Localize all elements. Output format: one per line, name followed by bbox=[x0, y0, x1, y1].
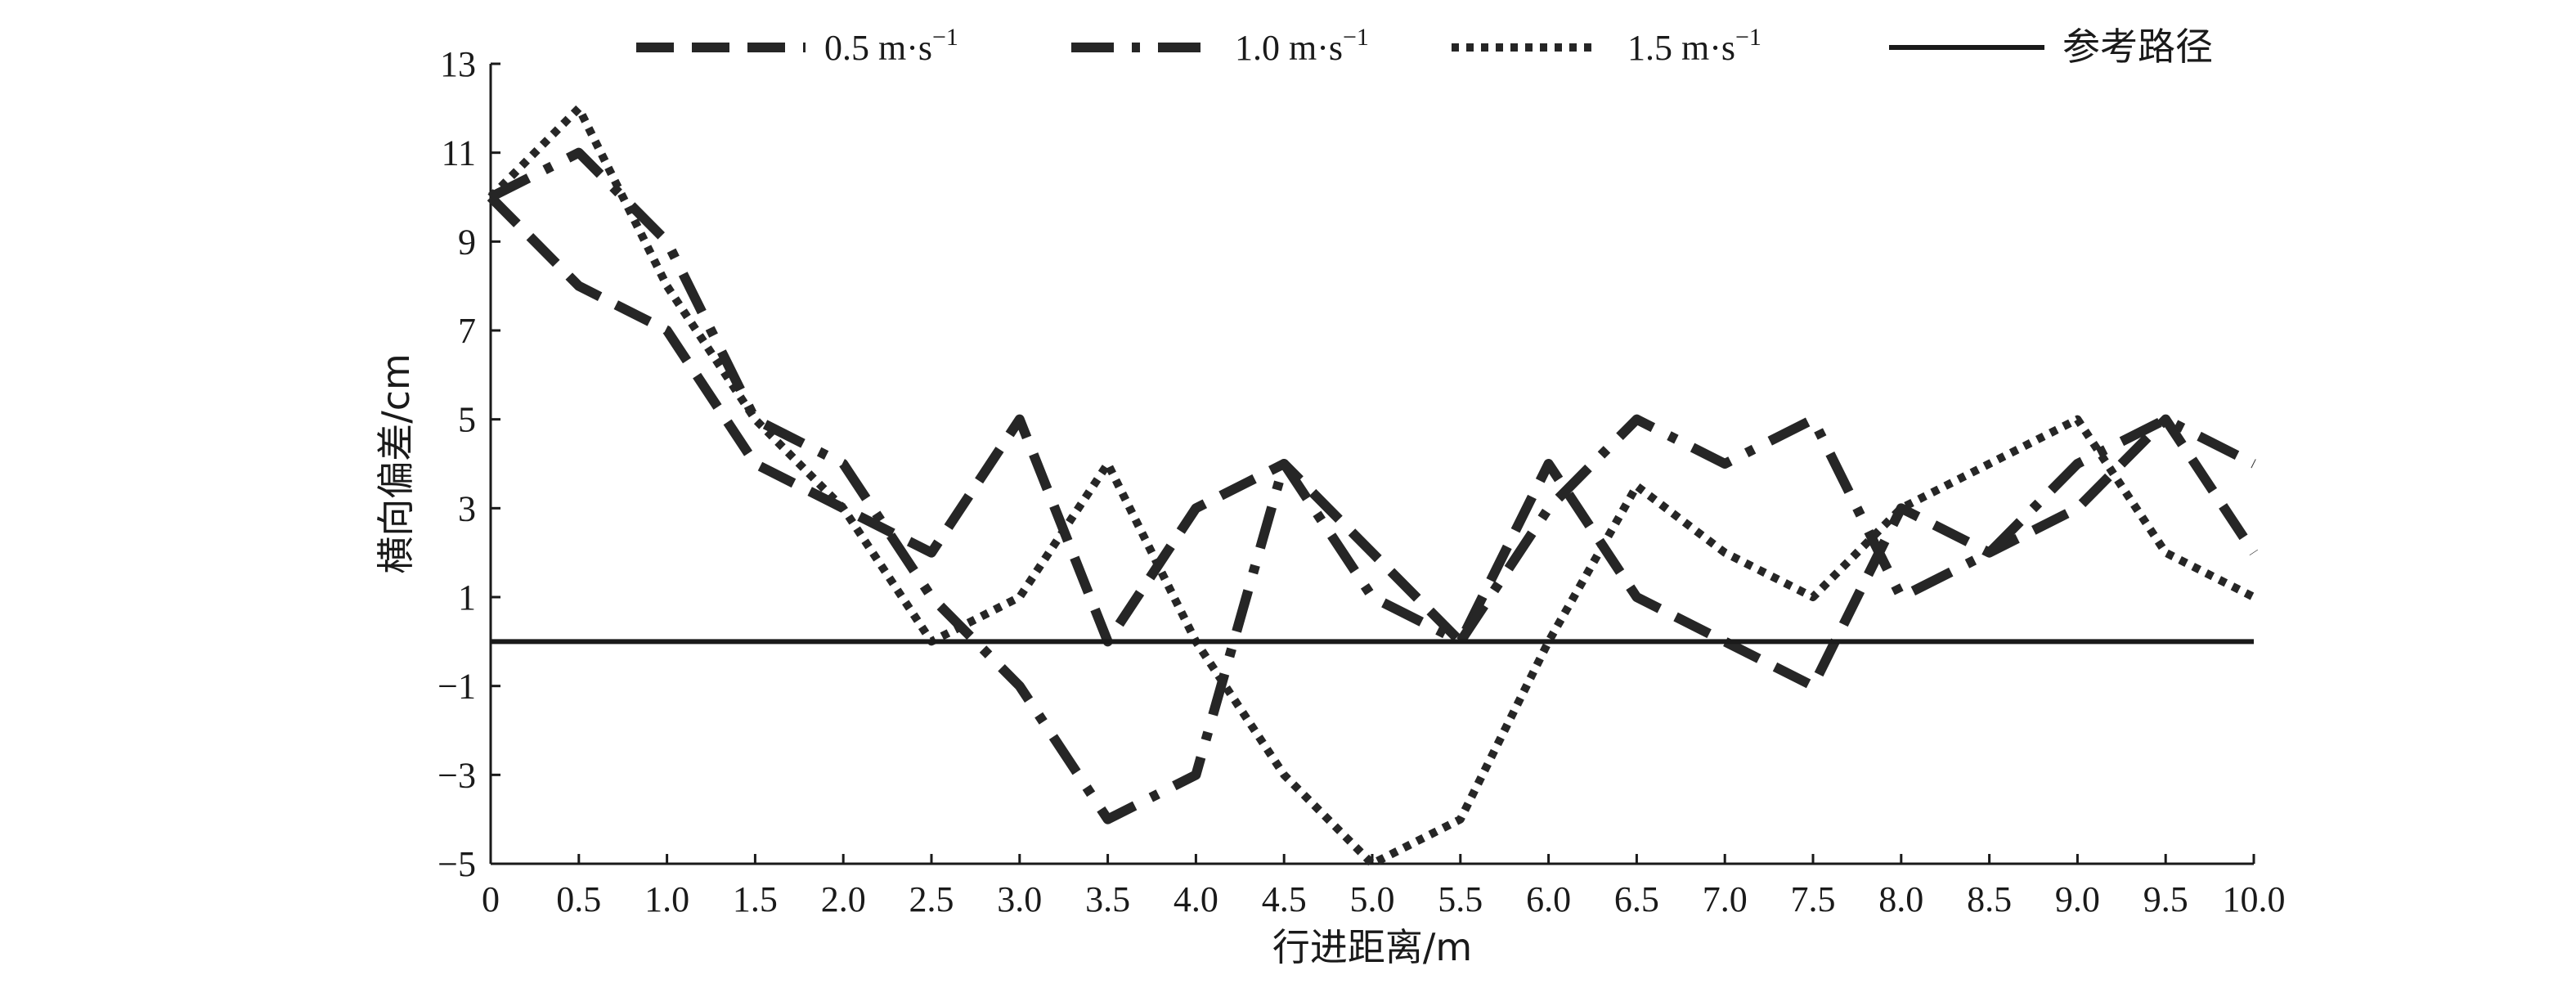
legend-label: 1.0 m·s−1 bbox=[1235, 24, 1369, 68]
y-tick-label: −5 bbox=[438, 844, 476, 884]
x-tick-label: 2.5 bbox=[909, 879, 954, 919]
x-tick-label: 3.0 bbox=[997, 879, 1042, 919]
y-tick-label: 11 bbox=[442, 133, 476, 173]
y-tick-label: 5 bbox=[458, 400, 476, 440]
x-tick-label: 9.0 bbox=[2055, 879, 2100, 919]
series-layer bbox=[487, 104, 2259, 868]
legend-label-superscript: −1 bbox=[1735, 24, 1761, 51]
x-tick-label: 2.0 bbox=[821, 879, 866, 919]
series-line-dashdot bbox=[488, 147, 2256, 825]
x-tick-label: 6.5 bbox=[1614, 879, 1659, 919]
x-tick-label: 10.0 bbox=[2223, 879, 2286, 919]
series-line-dotted bbox=[487, 104, 2256, 868]
x-tick-label: 1.5 bbox=[733, 879, 778, 919]
x-tick-label: 7.5 bbox=[1791, 879, 1836, 919]
y-tick-label: −3 bbox=[438, 755, 476, 795]
x-tick-label: 3.5 bbox=[1085, 879, 1130, 919]
x-tick-label: 4.0 bbox=[1174, 879, 1218, 919]
axes-layer: 0 0.5 1.0 1.5 2.0 2.5 3.0 3.5 4.0 4.5 5.0 5.5 6.0 6.5… bbox=[374, 44, 2286, 969]
legend-label: 1.5 m·s−1 bbox=[1627, 24, 1761, 68]
y-tick-label: 9 bbox=[458, 222, 476, 262]
x-tick-label: 4.5 bbox=[1262, 879, 1307, 919]
x-tick-label: 9.5 bbox=[2143, 879, 2188, 919]
x-tick-label: 0 bbox=[482, 879, 500, 919]
legend-label-superscript: −1 bbox=[932, 24, 958, 51]
y-tick-label: 7 bbox=[458, 311, 476, 351]
legend-label-text: 1.0 m·s bbox=[1235, 28, 1343, 68]
y-axis-title: 横向偏差/cm bbox=[374, 353, 418, 574]
y-tick-label: 3 bbox=[458, 488, 476, 528]
y-tick-label: 1 bbox=[458, 577, 476, 618]
legend-label-text: 1.5 m·s bbox=[1627, 28, 1735, 68]
x-tick-label: 1.0 bbox=[644, 879, 689, 919]
y-tick-label: 13 bbox=[440, 44, 476, 84]
x-tick-label: 0.5 bbox=[556, 879, 601, 919]
legend: 0.5 m·s−1 1.0 m·s−1 1.5 m·s−1 参考路径 bbox=[636, 24, 2213, 69]
series-line-dashed bbox=[487, 193, 2259, 691]
x-tick-label: 8.5 bbox=[1967, 879, 2012, 919]
x-tick-label: 8.0 bbox=[1878, 879, 1923, 919]
legend-label-text: 参考路径 bbox=[2062, 25, 2213, 69]
x-tick-label: 5.5 bbox=[1438, 879, 1483, 919]
x-tick-label: 6.0 bbox=[1526, 879, 1571, 919]
legend-label-superscript: −1 bbox=[1343, 24, 1369, 51]
x-axis-title: 行进距离/m bbox=[1272, 925, 1472, 969]
legend-label-text: 0.5 m·s bbox=[824, 28, 932, 68]
legend-label: 参考路径 bbox=[2062, 25, 2213, 69]
y-tick-label: −1 bbox=[438, 667, 476, 707]
legend-label: 0.5 m·s−1 bbox=[824, 24, 958, 68]
x-tick-label: 5.0 bbox=[1350, 879, 1395, 919]
x-tick-label: 7.0 bbox=[1703, 879, 1748, 919]
